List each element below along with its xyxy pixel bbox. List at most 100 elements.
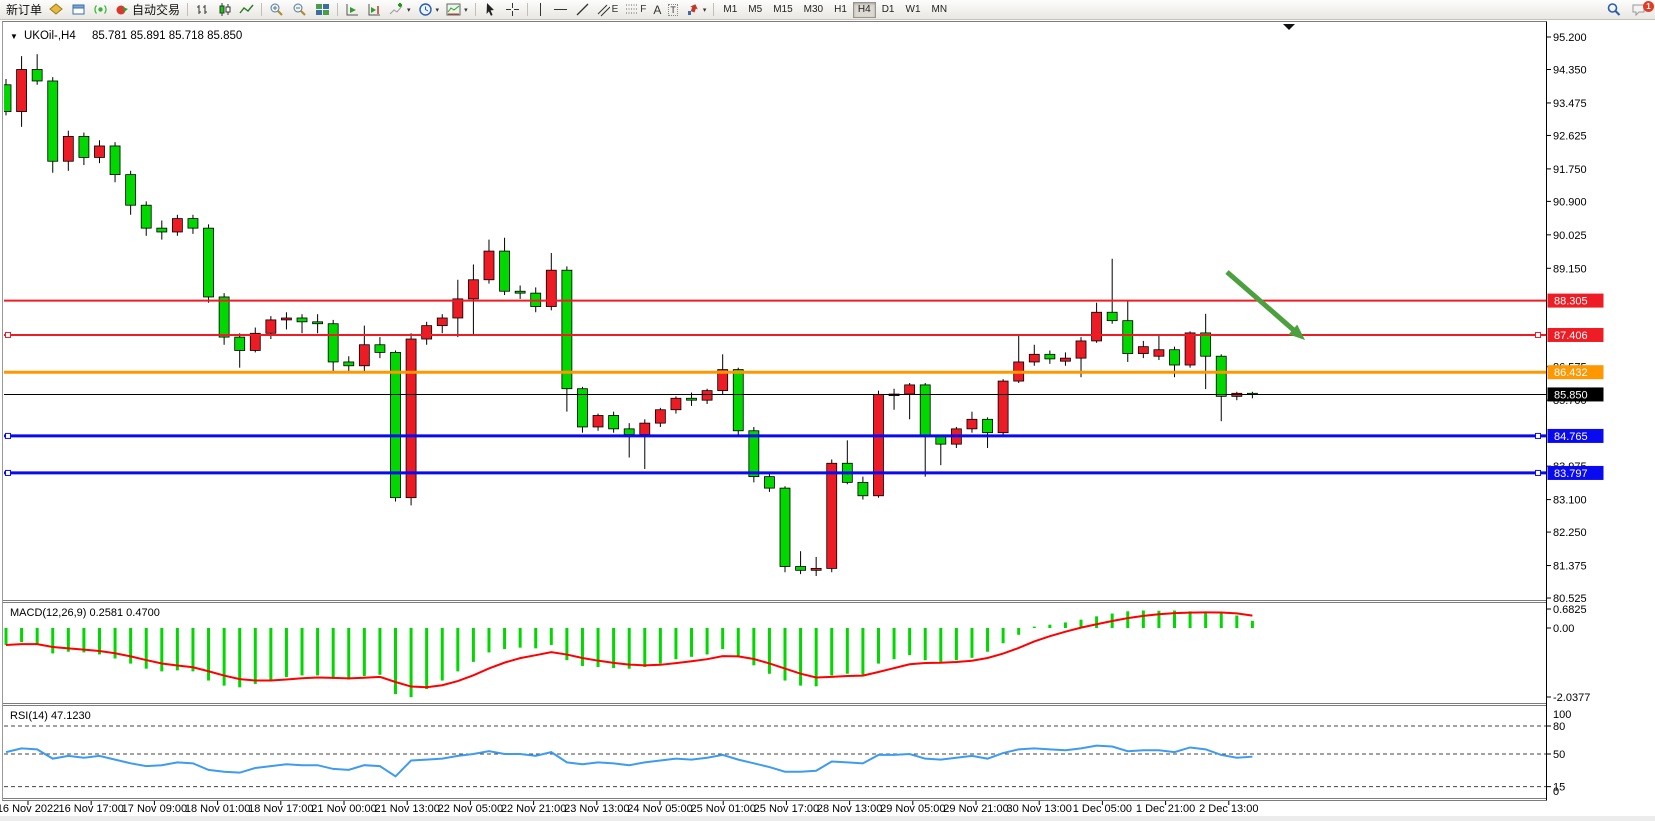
- svg-text:-2.0377: -2.0377: [1553, 692, 1590, 704]
- auto-scroll-icon: [346, 4, 359, 16]
- indicators-dropdown-caret[interactable]: ▾: [407, 6, 411, 14]
- timeframe-m1[interactable]: M1: [723, 3, 738, 15]
- timeframe-w1[interactable]: W1: [905, 3, 921, 15]
- notifications-button[interactable]: 1: [1626, 1, 1654, 17]
- svg-text:1 Dec 21:00: 1 Dec 21:00: [1136, 803, 1195, 815]
- svg-text:92.625: 92.625: [1553, 130, 1587, 142]
- chart-ohlc-values: 85.781 85.891 85.718 85.850: [92, 30, 242, 42]
- shapes-dropdown-caret[interactable]: ▾: [702, 6, 707, 14]
- data-window-button[interactable]: [68, 2, 89, 17]
- indicators-button[interactable]: ▾: [386, 2, 414, 17]
- svg-text:29 Nov 05:00: 29 Nov 05:00: [880, 803, 945, 815]
- tile-windows-icon: [316, 4, 330, 15]
- vline-icon: [539, 3, 541, 16]
- new-order-button[interactable]: 新订单: [3, 2, 45, 17]
- templates-button[interactable]: ▾: [443, 2, 471, 17]
- svg-text:82.250: 82.250: [1553, 527, 1587, 539]
- toolbar-separator: [526, 3, 528, 16]
- tile-windows-button[interactable]: [312, 2, 333, 17]
- timeframe-mn[interactable]: MN: [931, 3, 948, 15]
- indicators-icon: [389, 3, 403, 15]
- svg-text:0.00: 0.00: [1553, 623, 1574, 635]
- signal-icon: [94, 5, 107, 14]
- svg-text:89.150: 89.150: [1553, 263, 1587, 275]
- bar-chart-icon: [197, 5, 208, 14]
- svg-text:22 Nov 21:00: 22 Nov 21:00: [501, 803, 566, 815]
- line-chart-button[interactable]: [236, 2, 257, 17]
- svg-text:MACD(12,26,9) 0.2581 0.4700: MACD(12,26,9) 0.2581 0.4700: [10, 607, 160, 619]
- timeframe-d1[interactable]: D1: [881, 3, 895, 15]
- trendline-icon: [576, 3, 589, 16]
- timeframe-m30[interactable]: M30: [803, 3, 824, 15]
- svg-text:23 Nov 13:00: 23 Nov 13:00: [564, 803, 629, 815]
- zoom-in-button[interactable]: [266, 2, 288, 17]
- svg-text:87.406: 87.406: [1554, 330, 1588, 342]
- toolbar-separator: [187, 3, 189, 16]
- macd-pane: [4, 610, 1254, 698]
- templates-dropdown-caret[interactable]: ▾: [464, 6, 468, 14]
- collapse-icon[interactable]: ▼: [10, 32, 18, 41]
- svg-text:95.200: 95.200: [1553, 32, 1587, 44]
- toolbar-separator: [474, 3, 476, 16]
- crosshair-button[interactable]: [502, 2, 523, 17]
- zoom-out-icon: [293, 3, 306, 16]
- toolbar-separator: [261, 3, 263, 16]
- svg-text:24 Nov 05:00: 24 Nov 05:00: [627, 803, 692, 815]
- templates-icon: [446, 3, 461, 16]
- chart-canvas[interactable]: 95.200 94.350 93.475 92.625 91.750 90.900 90.0…: [0, 20, 1655, 821]
- svg-text:81.375: 81.375: [1553, 561, 1587, 573]
- data-window-icon: [72, 4, 85, 15]
- vline-button[interactable]: [532, 2, 549, 17]
- svg-text:RSI(14) 47.1230: RSI(14) 47.1230: [10, 710, 91, 722]
- svg-text:30 Nov 13:00: 30 Nov 13:00: [1006, 803, 1071, 815]
- svg-text:17 Nov 09:00: 17 Nov 09:00: [122, 803, 187, 815]
- periods-button[interactable]: ▾: [415, 2, 443, 17]
- shift-marker-icon[interactable]: [1283, 24, 1295, 30]
- svg-text:2 Dec 13:00: 2 Dec 13:00: [1199, 803, 1258, 815]
- candle-chart-button[interactable]: [214, 2, 235, 17]
- timeframe-h4[interactable]: H4: [852, 1, 876, 18]
- svg-text:22 Nov 05:00: 22 Nov 05:00: [438, 803, 503, 815]
- zoom-out-button[interactable]: [289, 2, 311, 17]
- chart-shift-button[interactable]: [364, 2, 385, 17]
- hline-button[interactable]: [550, 2, 571, 17]
- label-button[interactable]: T: [665, 2, 681, 17]
- market-watch-button[interactable]: [46, 2, 67, 17]
- svg-text:80.525: 80.525: [1553, 593, 1587, 605]
- toolbar-separator: [713, 3, 715, 16]
- signal-button[interactable]: [90, 2, 111, 17]
- timeframe-m5[interactable]: M5: [748, 3, 763, 15]
- new-order-label: 新订单: [6, 3, 43, 17]
- notification-badge: 1: [1643, 1, 1654, 12]
- fibonacci-button[interactable]: F: [622, 2, 649, 17]
- svg-text:18 Nov 01:00: 18 Nov 01:00: [185, 803, 250, 815]
- timeframe-h1[interactable]: H1: [834, 3, 847, 15]
- autotrade-button[interactable]: 自动交易: [112, 2, 183, 17]
- svg-text:21 Nov 00:00: 21 Nov 00:00: [311, 803, 376, 815]
- text-button[interactable]: A: [650, 2, 664, 17]
- trendline-button[interactable]: [572, 2, 593, 17]
- svg-text:91.750: 91.750: [1553, 164, 1587, 176]
- chart-symbol-period: UKOil-,H4: [24, 30, 76, 42]
- channel-letter: E: [611, 4, 619, 15]
- candles-layer: [4, 54, 1258, 577]
- cursor-icon: [486, 3, 494, 16]
- cursor-button[interactable]: [480, 2, 501, 17]
- periods-icon: [418, 3, 432, 16]
- svg-text:86.432: 86.432: [1554, 367, 1588, 379]
- svg-text:93.475: 93.475: [1553, 98, 1587, 110]
- crosshair-icon: [505, 3, 519, 16]
- svg-text:90.025: 90.025: [1553, 230, 1587, 242]
- svg-text:94.350: 94.350: [1553, 64, 1587, 76]
- svg-text:21 Nov 13:00: 21 Nov 13:00: [374, 803, 439, 815]
- auto-scroll-button[interactable]: [342, 2, 363, 17]
- shapes-button[interactable]: ▾: [682, 2, 710, 17]
- channel-button[interactable]: E: [594, 2, 622, 17]
- timeframe-m15[interactable]: M15: [773, 3, 793, 15]
- bar-chart-button[interactable]: [192, 2, 213, 17]
- shapes-icon: [687, 4, 698, 15]
- search-button[interactable]: [1603, 2, 1625, 17]
- svg-text:0: 0: [1553, 786, 1559, 798]
- periods-dropdown-caret[interactable]: ▾: [435, 6, 440, 14]
